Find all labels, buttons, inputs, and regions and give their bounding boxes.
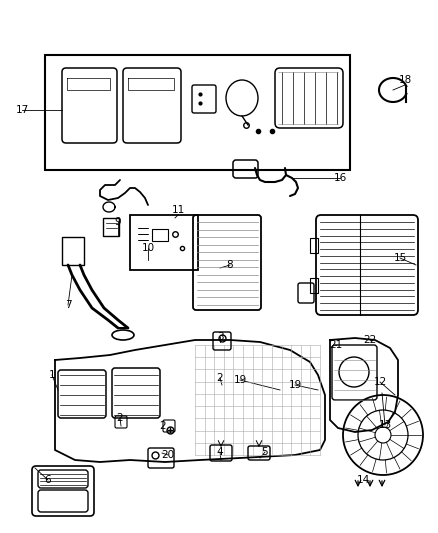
Bar <box>310 278 318 293</box>
Text: 8: 8 <box>227 260 233 270</box>
Text: 2: 2 <box>160 421 166 431</box>
Text: 15: 15 <box>393 253 406 263</box>
Bar <box>103 218 119 236</box>
Bar <box>152 229 168 241</box>
Text: 16: 16 <box>333 173 346 183</box>
Text: 22: 22 <box>364 335 377 345</box>
Text: 7: 7 <box>65 300 71 310</box>
Text: 3: 3 <box>217 332 223 342</box>
Text: 19: 19 <box>233 375 247 385</box>
Text: 10: 10 <box>141 243 155 253</box>
Text: 18: 18 <box>399 75 412 85</box>
Text: 11: 11 <box>171 205 185 215</box>
Text: 2: 2 <box>217 373 223 383</box>
Text: 19: 19 <box>288 380 302 390</box>
Text: 12: 12 <box>373 377 387 387</box>
Text: 4: 4 <box>217 447 223 457</box>
Text: 6: 6 <box>45 475 51 485</box>
Text: 2: 2 <box>117 413 124 423</box>
Text: 21: 21 <box>329 340 343 350</box>
Text: 20: 20 <box>162 450 175 460</box>
Text: 9: 9 <box>115 217 121 227</box>
Text: 13: 13 <box>378 420 392 430</box>
Text: 5: 5 <box>261 447 268 457</box>
Bar <box>130 215 198 270</box>
Bar <box>45 55 350 170</box>
Text: 1: 1 <box>49 370 55 380</box>
Text: 17: 17 <box>15 105 28 115</box>
Bar <box>310 238 318 253</box>
Text: 14: 14 <box>357 475 370 485</box>
Bar <box>62 237 84 265</box>
